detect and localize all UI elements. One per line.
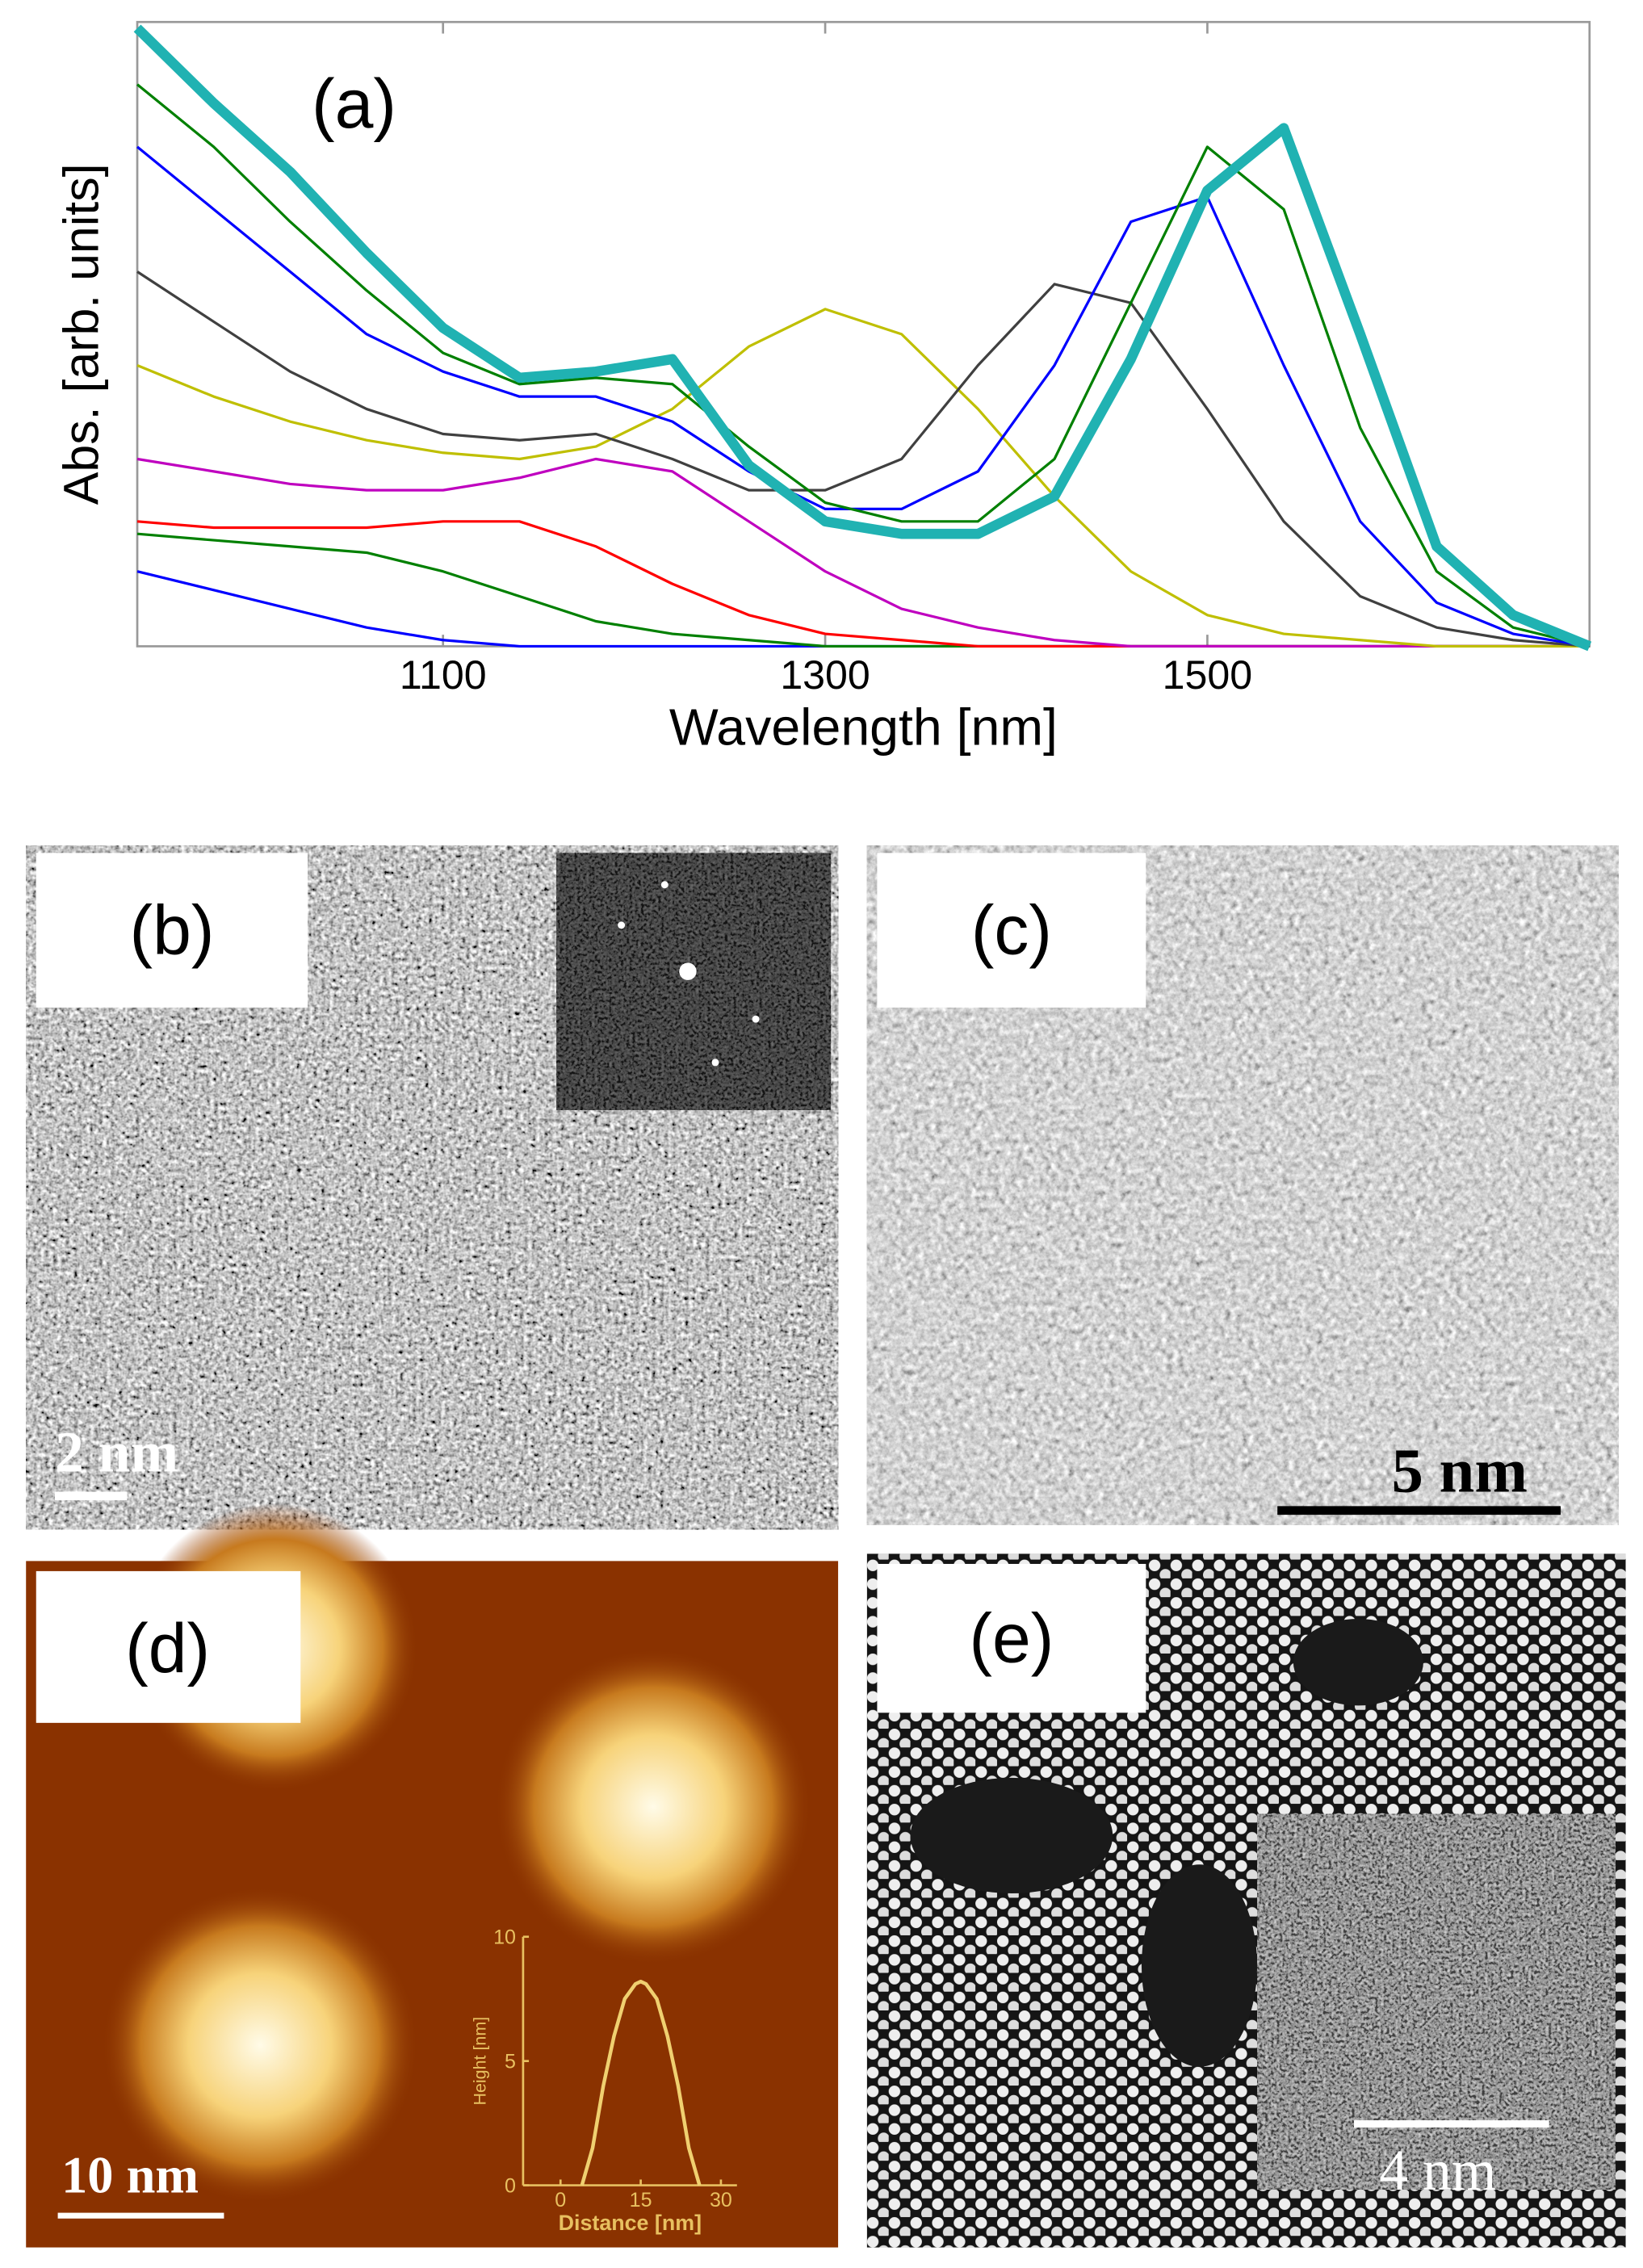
void xyxy=(910,1777,1113,1894)
label-box xyxy=(36,853,308,1008)
scale-bar-label: 10 nm xyxy=(61,2147,199,2204)
label-box xyxy=(877,853,1146,1008)
scale-bar xyxy=(1277,1506,1561,1515)
fft-noise xyxy=(556,853,832,1110)
panel-label: (a) xyxy=(312,65,396,143)
spectrum-line xyxy=(580,1979,702,2186)
spectrum-line xyxy=(136,145,1591,648)
hrtem-noise xyxy=(1257,1813,1616,2190)
spectrum-line xyxy=(136,457,1590,648)
spectrum-line xyxy=(133,24,1592,652)
x-tick-label: 15 xyxy=(630,2189,652,2211)
x-axis-label: Wavelength [nm] xyxy=(669,698,1058,757)
panel-label: (c) xyxy=(971,892,1052,970)
x-tick-label: 1300 xyxy=(780,652,870,698)
fft-spot xyxy=(660,881,669,889)
label-box xyxy=(877,1563,1146,1713)
afm-particle xyxy=(494,1647,812,1966)
x-tick-label: 1100 xyxy=(400,652,487,698)
spectrum-line xyxy=(136,308,1590,648)
y-tick-label: 10 xyxy=(493,1926,516,1949)
scale-bar-label: 4 nm xyxy=(1379,2139,1496,2203)
y-tick-label: 5 xyxy=(505,2050,516,2073)
x-tick-label: 0 xyxy=(555,2189,566,2211)
void xyxy=(1293,1618,1423,1706)
fft-spot xyxy=(752,1015,760,1023)
fft-spot xyxy=(679,962,697,980)
x-tick-label: 1500 xyxy=(1163,652,1252,698)
scale-bar-label: 5 nm xyxy=(1391,1436,1527,1506)
y-axis-label: Height [nm] xyxy=(470,2017,489,2106)
y-axis-label: Abs. [arb. units] xyxy=(54,163,109,505)
panel-label: (b) xyxy=(129,892,214,970)
plot-frame xyxy=(136,20,1591,648)
panel-label: (e) xyxy=(969,1600,1054,1678)
scale-bar xyxy=(1354,2120,1549,2128)
fft-spot xyxy=(618,921,626,929)
spectrum-line xyxy=(136,270,1590,648)
x-axis-label: Distance [nm] xyxy=(559,2211,702,2235)
scale-bar xyxy=(55,1491,128,1501)
fft-spot xyxy=(711,1059,719,1067)
spectrum-line xyxy=(136,83,1591,648)
scale-bar-label: 2 nm xyxy=(55,1420,178,1484)
label-box xyxy=(36,1570,301,1723)
afm-particle xyxy=(101,1886,420,2204)
x-tick-label: 30 xyxy=(710,2189,732,2211)
panel-label: (d) xyxy=(125,1610,210,1687)
y-tick-label: 0 xyxy=(505,2174,516,2197)
void xyxy=(1141,1864,1258,2067)
scale-bar xyxy=(57,2212,224,2219)
